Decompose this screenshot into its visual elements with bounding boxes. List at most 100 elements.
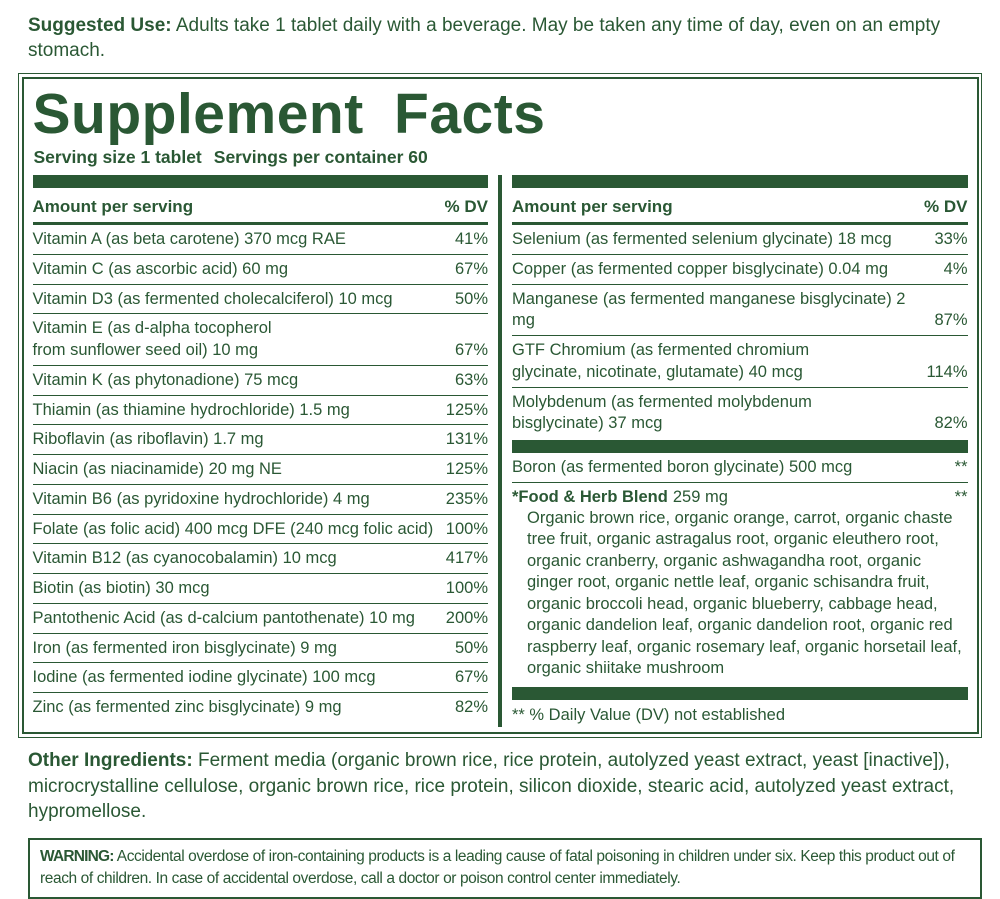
suggested-use-label: Suggested Use: — [28, 15, 172, 36]
nutrient-name: Folate (as folic acid) 400 mcg DFE (240 … — [32, 519, 434, 538]
table-row: Vitamin C (as ascorbic acid) 60 mg 67% — [32, 255, 488, 285]
nutrient-dv: 125% — [445, 460, 488, 479]
left-header-amount: Amount per serving — [32, 197, 194, 216]
nutrient-dv: 67% — [454, 668, 488, 687]
other-ingredients-text: Ferment media (organic brown rice, rice … — [28, 749, 955, 823]
table-row: Iron (as fermented iron bisglycinate) 9 … — [32, 634, 488, 664]
nutrient-dv: 50% — [454, 638, 488, 657]
table-row-boron: Boron (as fermented boron glycinate) 500… — [512, 453, 968, 483]
table-row: Copper (as fermented copper bisglycinate… — [512, 255, 968, 285]
right-column: Amount per serving % DV Selenium (as fer… — [512, 175, 968, 727]
suggested-use: Suggested Use: Adults take 1 tablet dail… — [18, 12, 982, 73]
facts-columns: Amount per serving % DV Vitamin A (as be… — [32, 175, 968, 728]
blend-dv: ** — [954, 487, 968, 506]
table-row: Molybdenum (as fermented molybdenum bisgl… — [512, 388, 968, 439]
warning-text: Accidental overdose of iron-containing p… — [40, 847, 955, 887]
nutrient-name: Pantothenic Acid (as d-calcium pantothen… — [32, 608, 415, 627]
nutrient-name: Vitamin B6 (as pyridoxine hydrochloride)… — [32, 489, 370, 508]
dv-footnote: ** % Daily Value (DV) not established — [512, 706, 785, 725]
nutrient-name: Vitamin K (as phytonadione) 75 mcg — [32, 370, 299, 389]
right-bottom-bar — [512, 687, 968, 701]
nutrient-name: Vitamin A (as beta carotene) 370 mcg RAE — [32, 230, 346, 248]
blend-amount: 259 mg — [672, 487, 728, 506]
nutrient-dv: 33% — [934, 230, 968, 248]
nutrient-dv: 41% — [454, 230, 488, 248]
nutrient-name: Boron (as fermented boron glycinate) 500… — [512, 458, 853, 477]
table-row: GTF Chromium (as fermented chromium glyci… — [512, 336, 968, 388]
nutrient-name-line2: glycinate, nicotinate, glutamate) 40 mcg — [512, 362, 803, 381]
nutrient-name: Riboflavin (as riboflavin) 1.7 mg — [32, 430, 264, 449]
table-row: Niacin (as niacinamide) 20 mg NE 125% — [32, 455, 488, 485]
table-row: Vitamin D3 (as fermented cholecalciferol… — [32, 285, 488, 315]
nutrient-dv: ** — [954, 458, 968, 477]
food-herb-blend-ingredients: Organic brown rice, organic orange, carr… — [527, 508, 962, 677]
food-herb-blend-header: *Food & Herb Blend 259 mg ** — [512, 483, 968, 508]
nutrient-dv: 100% — [445, 519, 488, 538]
nutrient-dv: 67% — [454, 341, 488, 360]
nutrient-dv: 125% — [445, 400, 488, 419]
serving-size: Serving size 1 tablet — [33, 147, 202, 167]
nutrient-dv: 50% — [454, 289, 488, 308]
table-row: Manganese (as fermented manganese bisgly… — [512, 285, 968, 337]
panel-title: Supplement Facts — [32, 81, 546, 146]
nutrient-name: Manganese (as fermented manganese bisgly… — [512, 289, 906, 330]
table-row: Vitamin A (as beta carotene) 370 mcg RAE… — [32, 225, 488, 255]
other-ingredients-label: Other Ingredients: — [28, 749, 193, 771]
nutrient-dv: 67% — [454, 259, 488, 278]
nutrient-dv: 63% — [454, 370, 488, 389]
nutrient-name: Zinc (as fermented zinc bisglycinate) 9 … — [32, 698, 342, 717]
nutrient-dv: 131% — [445, 430, 488, 449]
nutrient-name: Vitamin E (as d-alpha tocopherol — [32, 319, 272, 338]
nutrient-dv: 100% — [445, 579, 488, 598]
table-row: Selenium (as fermented selenium glycinat… — [512, 225, 968, 255]
left-column-header: Amount per serving % DV — [32, 191, 488, 225]
nutrient-dv: 417% — [445, 549, 488, 568]
supplement-facts-panel-inner: Supplement Facts Serving size 1 tablet Se… — [21, 76, 979, 735]
right-column-header: Amount per serving % DV — [512, 191, 968, 225]
table-row: Vitamin B6 (as pyridoxine hydrochloride)… — [32, 485, 488, 515]
left-column: Amount per serving % DV Vitamin A (as be… — [32, 175, 489, 727]
nutrient-dv: 235% — [445, 489, 488, 508]
nutrient-name: Vitamin D3 (as fermented cholecalciferol… — [32, 289, 393, 308]
suggested-use-text: Adults take 1 tablet daily with a bevera… — [28, 15, 941, 61]
nutrient-dv: 82% — [454, 698, 488, 717]
nutrient-name: GTF Chromium (as fermented chromium — [512, 341, 810, 360]
nutrient-name: Copper (as fermented copper bisglycinate… — [512, 259, 889, 278]
nutrient-dv: 200% — [445, 608, 488, 627]
table-row: Vitamin E (as d-alpha tocopherol from sun… — [32, 314, 488, 366]
nutrient-name: Iodine (as fermented iodine glycinate) 1… — [32, 668, 376, 687]
nutrient-dv: 4% — [943, 259, 968, 278]
left-header-dv: % DV — [444, 197, 488, 216]
servings-per-container: Servings per container 60 — [213, 147, 428, 167]
table-row: Pantothenic Acid (as d-calcium pantothen… — [32, 604, 488, 634]
nutrient-name: Biotin (as biotin) 30 mcg — [32, 579, 210, 598]
nutrient-name: Vitamin B12 (as cyanocobalamin) 10 mcg — [32, 549, 337, 568]
nutrient-name-line2: from sunflower seed oil) 10 mg — [32, 341, 259, 360]
other-ingredients: Other Ingredients: Ferment media (organi… — [28, 748, 982, 825]
right-header-dv: % DV — [924, 197, 968, 216]
table-row: Vitamin K (as phytonadione) 75 mcg 63% — [32, 366, 488, 396]
nutrient-name: Iron (as fermented iron bisglycinate) 9 … — [32, 638, 337, 657]
left-top-bar — [32, 175, 488, 188]
table-row: Riboflavin (as riboflavin) 1.7 mg 131% — [32, 425, 488, 456]
nutrient-dv: 114% — [926, 362, 968, 381]
table-row: Biotin (as biotin) 30 mcg 100% — [32, 574, 488, 604]
right-header-amount: Amount per serving — [512, 197, 673, 216]
table-row: Zinc (as fermented zinc bisglycinate) 9 … — [33, 693, 489, 722]
nutrient-name: Molybdenum (as fermented molybdenum — [512, 392, 812, 411]
nutrient-name: Thiamin (as thiamine hydrochloride) 1.5 … — [32, 400, 350, 419]
table-row: Thiamin (as thiamine hydrochloride) 1.5 … — [32, 396, 488, 426]
table-row: Iodine (as fermented iodine glycinate) 1… — [32, 663, 488, 694]
warning-label: WARNING: — [40, 847, 114, 865]
right-mid-bar — [512, 440, 968, 454]
nutrient-name: Niacin (as niacinamide) 20 mg NE — [32, 460, 282, 479]
nutrient-name: Selenium (as fermented selenium glycinat… — [512, 230, 892, 248]
nutrient-name-line2: bisglycinate) 37 mcg — [512, 414, 663, 433]
nutrient-dv: 87% — [934, 311, 968, 330]
table-row: Folate (as folic acid) 400 mcg DFE (240 … — [32, 515, 488, 545]
supplement-facts-panel: Supplement Facts Serving size 1 tablet Se… — [18, 73, 982, 738]
right-top-bar — [512, 175, 968, 188]
blend-name: *Food & Herb Blend — [512, 487, 668, 506]
table-row: Vitamin B12 (as cyanocobalamin) 10 mcg 4… — [32, 544, 488, 575]
